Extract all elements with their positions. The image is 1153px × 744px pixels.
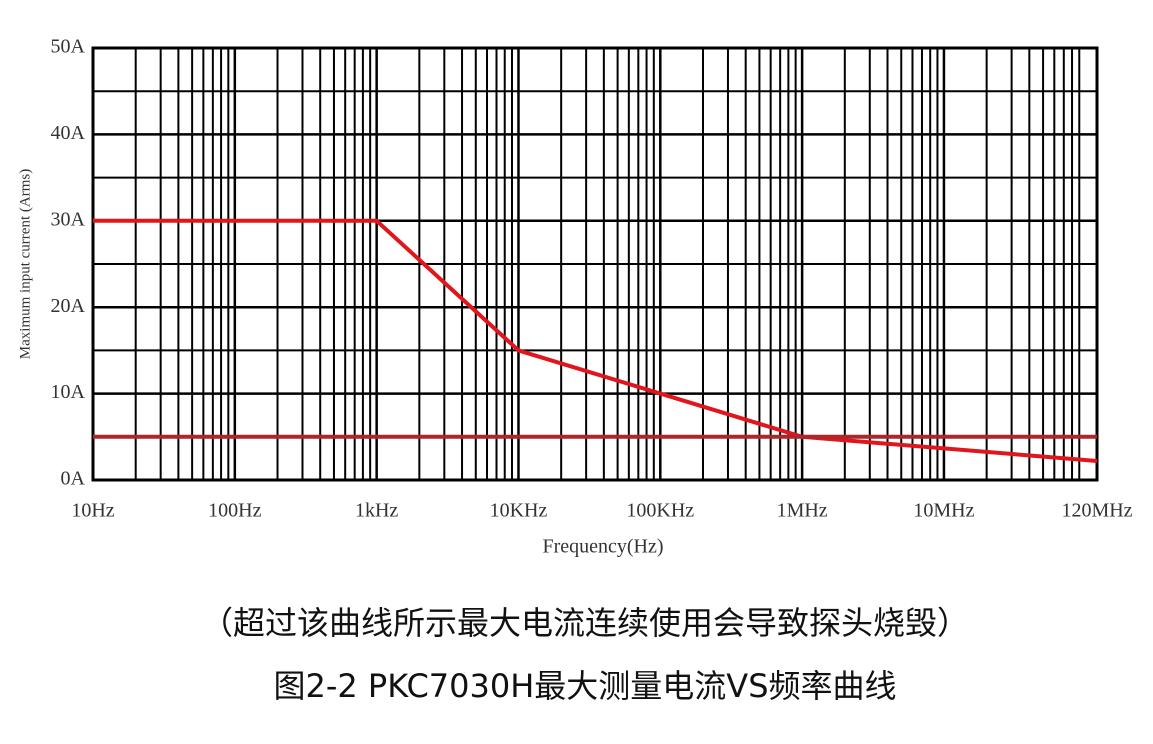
y-tick-label: 10A <box>51 381 86 403</box>
x-axis-label: Frequency(Hz) <box>542 536 663 558</box>
x-tick-label: 10KHz <box>490 500 548 522</box>
y-tick-label: 30A <box>51 208 86 230</box>
y-tick-label: 40A <box>51 122 86 144</box>
y-axis-label: Maximum input current (Arms) <box>17 169 33 359</box>
x-tick-label: 100Hz <box>208 500 261 522</box>
series-line <box>93 218 1098 463</box>
note: （超过该曲线所示最大电流连续使用会导致探头烧毁） <box>201 604 969 642</box>
x-tick-label: 10Hz <box>71 500 114 522</box>
plot-frame <box>91 46 1099 482</box>
y-tick-label: 0A <box>61 468 86 490</box>
x-tick-label: 10MHz <box>913 500 974 522</box>
y-tick-label: 50A <box>51 36 86 58</box>
x-tick-label: 1kHz <box>355 500 398 522</box>
x-tick-label: 1MHz <box>777 500 828 522</box>
caption: 图2-2 PKC7030H最大测量电流VS频率曲线 <box>273 667 896 705</box>
x-tick-label: 120MHz <box>1061 500 1132 522</box>
y-tick-label: 20A <box>51 295 86 317</box>
x-tick-label: 100KHz <box>626 500 694 522</box>
